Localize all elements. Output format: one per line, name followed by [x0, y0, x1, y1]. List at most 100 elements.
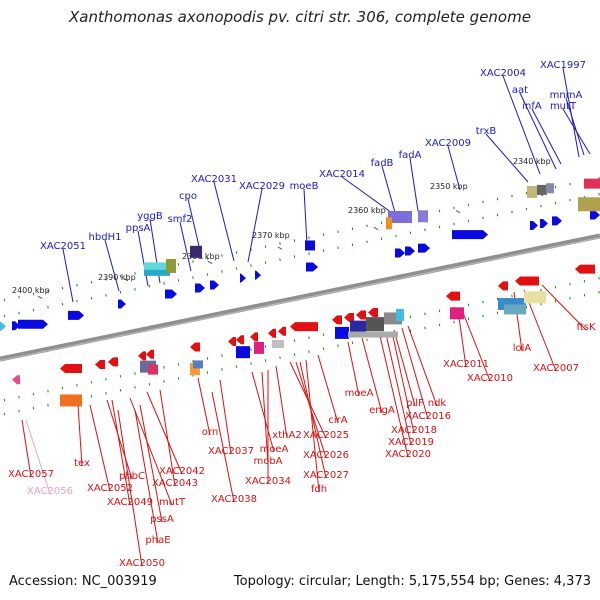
leader-line	[409, 157, 419, 212]
lower-gene-label: XAC2042	[159, 466, 205, 477]
upper-gene-label: fadA	[399, 150, 422, 161]
gene-block	[335, 326, 349, 339]
reverse-gene-arrow	[290, 322, 318, 332]
lower-gene-label: XAC2034	[245, 476, 291, 487]
leader-line	[77, 404, 83, 467]
scale-label: 2350 kbp	[430, 182, 468, 191]
lower-gene-label: XAC2016	[405, 411, 451, 422]
forward-gene-arrow	[165, 289, 177, 299]
reverse-gene-arrow	[268, 328, 276, 338]
leader-line	[275, 365, 288, 439]
forward-gene-arrow	[405, 246, 415, 256]
reverse-gene-arrow	[12, 375, 20, 385]
leader-line	[111, 399, 131, 506]
gene-block	[504, 304, 526, 315]
upper-gene-label: mnmA	[550, 90, 583, 101]
scale-label: 2340 kbp	[513, 157, 551, 166]
upper-gene-label: ppsA	[126, 223, 151, 234]
lower-gene-label: pssA	[150, 514, 174, 525]
genome-backbone	[0, 233, 600, 362]
lower-gene-label: cirA	[328, 415, 347, 426]
upper-gene-label: XAC2051	[40, 241, 86, 252]
reverse-gene-arrow	[138, 351, 146, 361]
leader-line	[361, 337, 383, 414]
reverse-gene-arrow	[190, 342, 200, 352]
upper-gene-label: yggB	[137, 211, 163, 222]
forward-gene-arrow	[306, 262, 318, 272]
scale-label: 2390 kbp	[98, 273, 136, 282]
scale-tick	[37, 295, 43, 299]
scale-tick	[123, 278, 129, 282]
lower-gene-label: phaE	[145, 535, 170, 546]
forward-gene-arrow	[590, 210, 600, 220]
gene-block	[190, 245, 202, 258]
upper-gene-label: XAC2014	[319, 169, 365, 180]
leader-line	[179, 221, 192, 272]
forward-gene-arrow	[210, 280, 219, 290]
forward-gene-arrow	[418, 243, 430, 253]
leader-line	[213, 181, 235, 262]
leader-line	[21, 419, 32, 478]
lower-gene-label: moeA	[345, 388, 374, 399]
figure-title: Xanthomonas axonopodis pv. citri str. 30…	[69, 8, 531, 26]
lower-gene-label: XAC2050	[119, 558, 165, 569]
leader-line	[385, 333, 412, 446]
lower-gene-label: phbC	[119, 471, 145, 482]
gene-block	[144, 269, 170, 276]
lower-gene-label: XAC2007	[533, 363, 579, 374]
scale-tick	[455, 210, 461, 214]
leader-line	[117, 409, 143, 567]
leader-line	[562, 108, 591, 155]
forward-gene-arrow	[118, 299, 126, 309]
gene-block	[578, 197, 600, 212]
upper-gene-label: XAC2009	[425, 138, 471, 149]
accession-text: Accession: NC_003919	[9, 574, 157, 589]
reverse-gene-arrow	[344, 312, 354, 322]
forward-gene-arrow	[395, 248, 405, 258]
lower-gene-label: XAC2057	[8, 469, 54, 480]
leader-line	[393, 329, 416, 407]
leader-line	[523, 289, 557, 372]
leader-line	[211, 391, 235, 503]
lower-gene-label: mobA	[253, 456, 282, 467]
reverse-gene-arrow	[60, 363, 82, 373]
upper-gene-label: XAC2031	[191, 174, 237, 185]
leader-line	[381, 165, 397, 217]
lower-gene-label: XAC2011	[443, 359, 489, 370]
lower-gene-label: mutT	[159, 497, 186, 508]
leader-line	[519, 92, 557, 170]
upper-gene-label: XAC2029	[239, 181, 285, 192]
lower-gene-label: XAC2025	[303, 430, 349, 441]
gene-block	[418, 210, 428, 223]
upper-gene-label: XAC2004	[480, 68, 526, 79]
genome-backbone-shade	[0, 237, 600, 361]
reverse-gene-arrow	[356, 310, 366, 320]
upper-gene-label: hbdH1	[89, 232, 122, 243]
lower-gene-label: ftsK	[576, 322, 595, 333]
reverse-gene-arrow	[146, 349, 154, 359]
leader-line	[104, 239, 120, 292]
gene-block	[166, 258, 176, 273]
upper-gene-label: moeB	[290, 181, 319, 192]
leader-line	[379, 335, 409, 458]
leader-line	[541, 284, 587, 331]
leader-line	[261, 371, 269, 465]
gene-block	[396, 309, 404, 321]
leader-line	[25, 419, 51, 495]
forward-gene-arrow	[540, 218, 548, 228]
leader-line	[134, 409, 159, 544]
lower-gene-label: XAC2027	[303, 470, 349, 481]
leader-line	[461, 309, 491, 382]
gene-block	[254, 341, 264, 354]
leader-line	[565, 97, 585, 156]
leader-line	[447, 145, 461, 191]
reverse-gene-arrow	[515, 276, 539, 286]
leader-line	[137, 230, 149, 287]
lower-gene-label: engA	[369, 405, 395, 416]
scale-tick	[373, 226, 379, 230]
lower-gene-label: XAC2056	[27, 486, 73, 497]
reverse-gene-arrow	[278, 326, 286, 336]
gene-block	[366, 317, 384, 332]
forward-gene-arrow	[0, 321, 6, 331]
